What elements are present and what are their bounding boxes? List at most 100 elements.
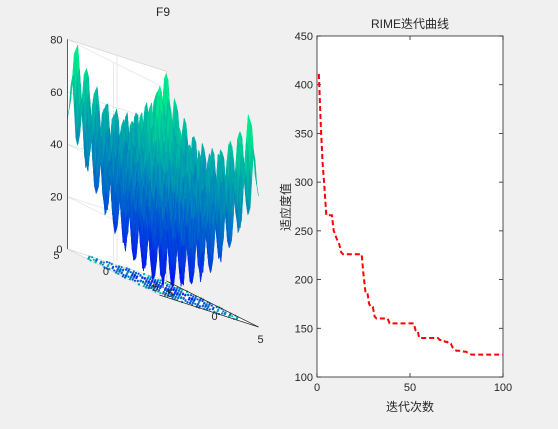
line-ylabel: 适应度值 [278,183,293,231]
surface-contour-mark [145,286,147,288]
surface-contour-mark [91,256,93,258]
surface-contour-mark [111,267,113,269]
surface-contour-mark [130,271,132,273]
surface-contour-mark [143,273,145,275]
surface-contour-mark [184,300,186,302]
surface-contour-mark [159,282,161,284]
surface-contour-mark [189,302,191,304]
surface-contour-mark [143,285,145,287]
surface-ztick-label: 80 [50,34,62,46]
surface-contour-mark [115,265,117,267]
surface-title: F9 [156,5,170,19]
surface-contour-mark [127,276,129,278]
surface-contour-mark [176,294,178,296]
surface-contour-mark [103,261,105,263]
line-ytick-label: 350 [295,128,313,140]
surface-contour-mark [149,278,151,280]
surface-contour-mark [122,275,124,277]
surface-contour-mark [120,272,122,274]
surface-contour-mark [184,294,186,296]
surface-contour-mark [94,261,96,263]
surface-contour-mark [108,262,110,264]
surface-contour-mark [190,294,192,296]
surface-contour-mark [135,277,137,279]
surface-contour-mark [203,302,205,304]
surface-contour-mark [159,292,161,294]
surface-contour-mark [118,271,120,273]
surface-contour-mark [182,298,184,300]
surface-contour-mark [141,277,143,279]
line-axes-box [317,36,503,377]
surface-contour-mark [122,269,124,271]
surface-contour-mark [202,305,204,307]
line-title: RIME迭代曲线 [371,17,449,31]
surface-contour-mark [137,280,139,282]
line-ytick-label: 200 [295,275,313,287]
surface-contour-mark [166,285,168,287]
surface-contour-mark [182,293,184,295]
surface-xtick-label: -5 [164,288,174,300]
line-ytick-label: 400 [295,80,313,92]
surface-contour-mark [178,290,180,292]
surface-contour-mark [186,301,188,303]
surface-ytick-label: 5 [53,250,59,262]
surface-contour-mark [187,294,189,296]
surface-contour-mark [139,275,141,277]
surface-contour-mark [99,262,101,264]
surface-ytick-label: -5 [149,282,159,294]
surface-contour-mark [115,272,117,274]
surface-contour-mark [142,281,144,283]
surface-ytick-label: 0 [103,266,109,278]
surface-contour-mark [231,315,233,317]
surface-contour-mark [93,259,95,261]
line-xtick-label: 50 [404,382,416,394]
surface-contour-mark [201,300,203,302]
line-xtick-label: 100 [494,382,512,394]
line-xlabel: 迭代次数 [386,399,434,414]
surface-contour-mark [111,263,113,265]
surface-contour-mark [224,313,226,315]
surface-contour-mark [144,278,146,280]
surface-contour-mark [204,306,206,308]
line-ytick-label: 250 [295,226,313,238]
surface-contour-mark [196,298,198,300]
surface-contour-mark [89,259,91,261]
surface-y-axis-line [160,295,259,327]
surface-contour-mark [125,269,127,271]
line-ytick-label: 300 [295,177,313,189]
surface-ztick-label: 20 [50,192,62,204]
surface-contour-mark [139,280,141,282]
surface-contour-mark [160,280,162,282]
surface-xtick-label: 5 [257,334,263,346]
surface-contour-mark [164,282,166,284]
surface-contour-mark [188,298,190,300]
surface-facet [255,174,258,196]
surface-contour-mark [106,261,108,263]
surface-xtick-label: 0 [211,311,217,323]
surface-contour-mark [159,287,161,289]
surface-contour-mark [117,273,119,275]
line-ytick-label: 450 [295,31,313,43]
surface-contour-mark [212,308,214,310]
surface-contour-mark [221,312,223,314]
surface-contour-mark [129,278,131,280]
surface-contour-mark [121,266,123,268]
surface-contour-mark [134,280,136,282]
surface-contour-mark [124,276,126,278]
surface-ztick-label: 40 [50,139,62,151]
surface-contour-mark [222,310,224,312]
surface-contour-mark [138,283,140,285]
surface-contour-mark [211,304,213,306]
surface-ztick-label: 60 [50,87,62,99]
surface-contour-mark [113,269,115,271]
surface-contour-mark [137,273,139,275]
line-ytick-label: 100 [295,372,313,384]
surface-contour-mark [87,258,89,260]
line-xtick-label: 0 [314,382,320,394]
surface-contour-mark [194,303,196,305]
line-ytick-label: 150 [295,323,313,335]
